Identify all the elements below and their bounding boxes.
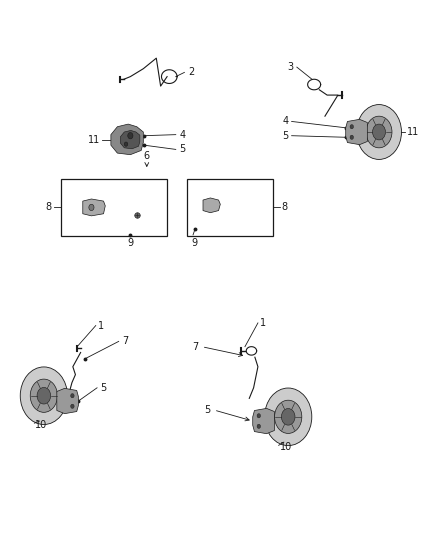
Circle shape — [366, 116, 392, 148]
Text: 4: 4 — [179, 130, 185, 140]
Circle shape — [265, 388, 312, 446]
Polygon shape — [203, 198, 220, 213]
Circle shape — [71, 393, 74, 398]
Text: 6: 6 — [144, 151, 150, 161]
Text: 11: 11 — [407, 127, 419, 137]
Text: 9: 9 — [127, 238, 134, 248]
Circle shape — [357, 104, 402, 159]
Text: 8: 8 — [46, 203, 52, 213]
Text: 7: 7 — [192, 342, 198, 352]
Text: 5: 5 — [282, 131, 288, 141]
Text: 11: 11 — [88, 135, 100, 145]
Text: 9: 9 — [191, 238, 197, 248]
Text: 1: 1 — [98, 320, 104, 330]
Circle shape — [257, 414, 261, 418]
Text: 8: 8 — [282, 203, 288, 213]
Circle shape — [89, 204, 94, 211]
Text: 1: 1 — [260, 318, 266, 328]
Circle shape — [71, 404, 74, 408]
Circle shape — [275, 400, 302, 433]
Circle shape — [128, 133, 133, 139]
Circle shape — [124, 142, 128, 146]
Text: 10: 10 — [279, 442, 292, 452]
Circle shape — [37, 387, 51, 404]
Circle shape — [350, 135, 353, 140]
Text: 10: 10 — [35, 419, 47, 430]
Circle shape — [20, 367, 67, 424]
Circle shape — [30, 379, 57, 413]
Circle shape — [281, 408, 295, 425]
Bar — [61, 179, 167, 236]
Text: 4: 4 — [282, 116, 288, 126]
Circle shape — [372, 124, 385, 140]
Text: 2: 2 — [188, 67, 194, 77]
Polygon shape — [253, 408, 274, 434]
Text: 7: 7 — [122, 336, 128, 346]
Text: 3: 3 — [287, 62, 293, 72]
Circle shape — [257, 424, 261, 429]
Circle shape — [350, 125, 353, 129]
Polygon shape — [83, 199, 105, 216]
Polygon shape — [346, 119, 367, 144]
Polygon shape — [57, 389, 78, 414]
Text: 5: 5 — [179, 144, 185, 155]
Polygon shape — [120, 131, 140, 149]
Text: 5: 5 — [204, 405, 210, 415]
Bar — [187, 179, 273, 236]
Polygon shape — [111, 124, 143, 155]
Text: 5: 5 — [100, 383, 107, 393]
